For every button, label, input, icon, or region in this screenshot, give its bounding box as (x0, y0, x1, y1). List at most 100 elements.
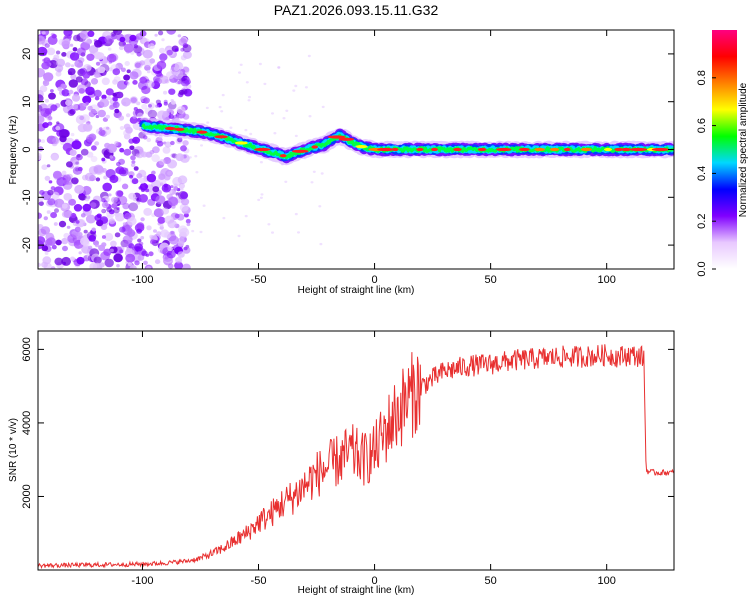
noise-blob (167, 219, 177, 229)
noise-blob (260, 193, 264, 196)
noise-blob (91, 145, 97, 151)
noise-blob (258, 62, 262, 66)
noise-blob (245, 81, 249, 84)
noise-blob (58, 220, 67, 228)
noise-blob (46, 210, 51, 214)
noise-blob (284, 180, 288, 183)
noise-blob (68, 79, 79, 88)
noise-blob (38, 196, 44, 202)
noise-blob (180, 36, 189, 44)
y-tick-label: -10 (21, 189, 33, 205)
noise-blob (146, 80, 155, 89)
noise-blob (38, 224, 44, 230)
ridge-peak (214, 135, 228, 139)
noise-blob (123, 133, 131, 140)
noise-blob (38, 68, 45, 78)
heatmap-ridge (136, 117, 674, 166)
noise-blob (81, 245, 91, 254)
ridge-peak (518, 147, 530, 152)
noise-blob (127, 262, 132, 267)
noise-blob (174, 261, 184, 269)
noise-blob (177, 34, 182, 38)
noise-blob (134, 243, 143, 252)
noise-blob (76, 154, 81, 158)
noise-blob (84, 81, 91, 88)
noise-blob (62, 142, 73, 152)
noise-blob (122, 222, 127, 226)
noise-blob (123, 43, 134, 53)
noise-blob (167, 171, 173, 176)
noise-blob (271, 112, 274, 115)
ridge-peak (496, 147, 512, 152)
noise-blob (115, 62, 123, 70)
noise-blob (83, 36, 91, 44)
noise-blob (155, 195, 166, 205)
noise-blob (43, 72, 54, 82)
noise-blob (167, 159, 178, 169)
colorbar: 0.0 0.2 0.4 0.6 0.8 Normalized spectral ampl… (696, 30, 749, 277)
noise-blob (109, 248, 114, 253)
noise-blob (277, 66, 281, 69)
noise-blob (56, 121, 60, 125)
noise-blob (113, 253, 123, 263)
noise-blob (129, 34, 137, 42)
noise-blob (168, 235, 179, 245)
noise-blob (152, 186, 160, 193)
noise-blob (119, 249, 124, 254)
noise-blob (220, 110, 224, 113)
heatmap-x-axis-label: Height of straight line (km) (298, 285, 415, 296)
noise-blob (130, 97, 137, 103)
noise-blob (182, 50, 192, 60)
noise-blob (114, 212, 120, 217)
noise-blob (131, 178, 139, 185)
noise-blob (191, 229, 195, 233)
noise-blob (177, 80, 182, 85)
noise-blob (148, 104, 152, 108)
noise-blob (86, 65, 91, 70)
noise-blob (70, 64, 75, 68)
noise-blob (143, 97, 150, 104)
noise-blob (180, 78, 190, 87)
noise-blob (118, 167, 129, 177)
noise-blob (133, 166, 139, 171)
noise-blob (74, 184, 85, 194)
noise-blob (41, 245, 49, 252)
y-tick-label: 10 (21, 96, 33, 108)
noise-blob (135, 33, 143, 40)
noise-blob (82, 123, 93, 132)
noise-blob (41, 164, 48, 170)
noise-blob (63, 30, 73, 37)
x-tick-label: -100 (131, 274, 153, 286)
noise-blob (249, 132, 253, 136)
noise-blob (125, 126, 133, 134)
noise-blob (103, 175, 108, 180)
noise-blob (62, 245, 68, 252)
noise-blob (137, 254, 145, 261)
x-tick-label: 100 (598, 274, 616, 286)
noise-blob (89, 262, 98, 269)
ridge-peak (604, 147, 612, 152)
ridge-peak (629, 147, 648, 152)
ridge-peak (651, 147, 670, 152)
noise-blob (163, 90, 168, 95)
noise-blob (119, 36, 126, 43)
noise-blob (55, 126, 61, 131)
noise-blob (50, 89, 54, 93)
colorbar-tick-label: 0.8 (696, 70, 708, 85)
noise-blob (109, 174, 119, 184)
y-tick-label: -20 (21, 237, 33, 253)
noise-blob (173, 69, 184, 80)
noise-blob (178, 225, 188, 235)
noise-blob (140, 217, 145, 222)
noise-blob (312, 170, 316, 173)
noise-blob (139, 60, 146, 66)
noise-blob (104, 203, 108, 207)
noise-blob (308, 115, 312, 118)
noise-blob (181, 88, 188, 95)
noise-blob (50, 212, 57, 219)
ridge-peak (580, 147, 592, 152)
noise-blob (88, 45, 99, 54)
noise-blob (244, 214, 248, 218)
noise-blob (68, 198, 76, 206)
noise-blob (38, 35, 46, 45)
